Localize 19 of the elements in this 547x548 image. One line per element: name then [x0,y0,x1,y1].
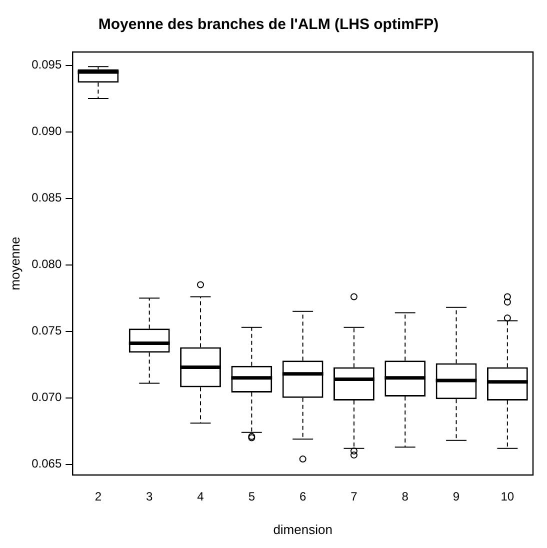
y-tick-label: 0.080 [32,257,62,272]
chart-title: Moyenne des branches de l'ALM (LHS optimFP) [98,16,439,34]
x-tick-label: 4 [197,490,204,504]
y-tick-label: 0.085 [32,190,62,205]
x-tick-label: 3 [146,490,154,504]
y-tick-label: 0.075 [32,324,62,338]
y-tick-label: 0.090 [32,124,62,138]
x-tick-label: 5 [248,490,256,504]
x-tick-label: 6 [299,490,306,504]
x-tick-label: 8 [402,490,409,504]
x-tick-label: 9 [452,490,460,504]
y-axis-title: moyenne [7,236,22,290]
x-tick-label: 10 [500,490,514,504]
y-tick-label: 0.070 [32,390,62,404]
x-tick-label: 7 [350,490,358,504]
y-tick-label: 0.065 [32,456,62,471]
x-axis-title: dimension [273,522,332,537]
x-tick-label: 2 [94,490,102,504]
y-tick-label: 0.095 [32,58,62,72]
